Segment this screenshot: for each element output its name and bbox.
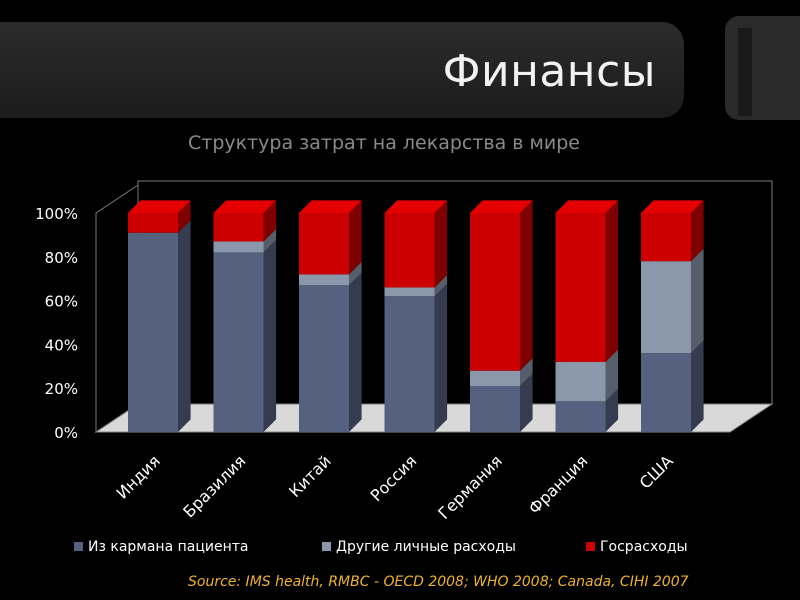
bar-segment [555, 401, 606, 432]
stacked-bar-chart: 0% 20% 40% 60% 80% 100% Индия Бразилия Китай Росс… [35, 180, 774, 555]
y-tick-label: 20% [45, 380, 78, 398]
bar-segment [470, 213, 520, 371]
y-tick-label: 0% [54, 424, 78, 442]
bar-segment [213, 213, 264, 242]
source-note: Source: IMS health, RMBC - OECD 2008; WH… [188, 574, 689, 590]
bar-segment [641, 353, 691, 432]
y-tick-label: 80% [45, 249, 78, 267]
x-category-label: Германия [434, 451, 506, 523]
bar-top [470, 200, 533, 213]
x-category-label: Китай [285, 451, 335, 501]
bar-segment-side [434, 283, 448, 432]
bar-top [299, 200, 362, 213]
bar-segment-side [691, 248, 704, 354]
legend-label: Госрасходы [600, 539, 688, 555]
bar-segment-side [349, 200, 362, 275]
bar-segment-side [434, 200, 448, 288]
y-tick-label: 100% [35, 205, 78, 223]
x-category-label: Россия [367, 451, 421, 505]
bar-segment [555, 361, 606, 402]
legend-swatch [586, 542, 595, 551]
x-category-label: Франция [525, 451, 592, 518]
bar-segment-side [520, 358, 533, 387]
decorative-bar [738, 28, 752, 116]
bar-segment-side [178, 220, 191, 432]
bar-top [641, 200, 704, 213]
title-bar: Финансы [0, 22, 684, 118]
legend-label: Из кармана пациента [88, 539, 248, 555]
bar-segment-side [691, 340, 704, 432]
bar-segment [555, 213, 606, 362]
bar-top [384, 200, 448, 213]
bar-top [213, 200, 277, 213]
page-title: Финансы [442, 46, 656, 97]
bar-segment [641, 261, 691, 354]
bar-segment [128, 232, 178, 432]
bar-segment-side [263, 200, 277, 242]
chart-side-wall [95, 184, 139, 433]
bar-segment [384, 213, 435, 288]
chart-subtitle: Структура затрат на лекарства в мире [188, 132, 580, 154]
bar-segment-side [349, 272, 362, 432]
bar-segment-side [263, 239, 277, 432]
bar-segment-side [263, 228, 277, 253]
bar-segment-side [178, 200, 191, 233]
bar-segment-side [520, 200, 533, 371]
bar-segment-side [520, 373, 533, 432]
y-tick-label: 40% [45, 336, 78, 354]
bar-segment-side [605, 200, 619, 362]
bar-segment [470, 386, 520, 432]
bar-segment [128, 213, 178, 233]
legend-swatch [74, 542, 83, 551]
bar-segment [299, 285, 349, 432]
x-category-label: Бразилия [179, 451, 249, 521]
bar-segment [641, 213, 691, 262]
legend-label: Другие личные расходы [336, 539, 516, 555]
bar-top [128, 200, 191, 213]
bar-segment [299, 213, 349, 275]
y-tick-label: 60% [45, 293, 78, 311]
bar-segment [384, 287, 435, 297]
bar-segment [384, 296, 435, 432]
legend-swatch [322, 542, 331, 551]
bar-segment-side [434, 274, 448, 297]
bar-segment-side [605, 388, 619, 432]
bar-segment [213, 252, 264, 432]
bar-segment-side [349, 261, 362, 286]
bar-segment [470, 370, 520, 387]
bar-top [555, 200, 619, 213]
bar-segment-side [691, 200, 704, 262]
bar-segment [299, 274, 349, 286]
x-category-label: Индия [113, 451, 164, 502]
decorative-panel [725, 16, 800, 120]
bar-segment [213, 241, 264, 253]
x-category-label: США [636, 451, 677, 492]
bar-segment-side [605, 349, 619, 402]
